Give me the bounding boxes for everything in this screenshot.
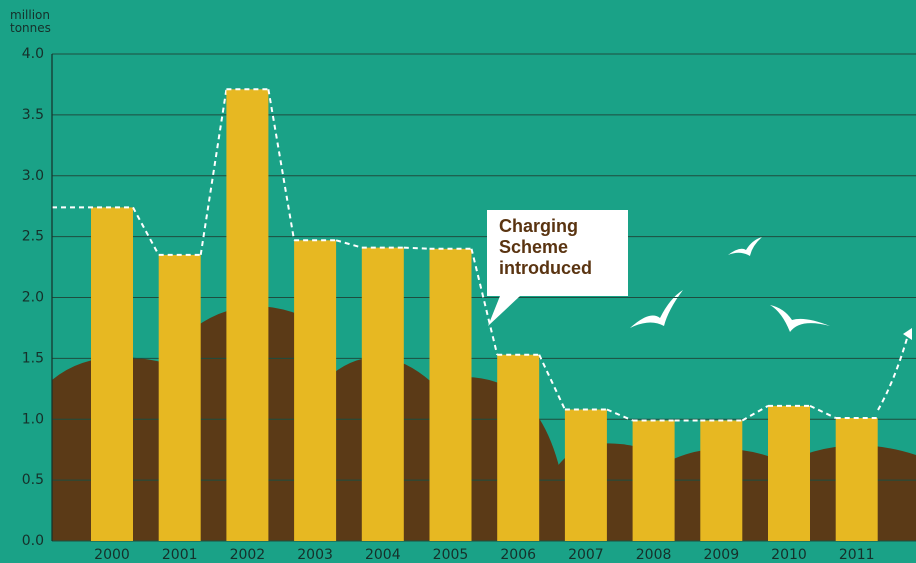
x-tick-label: 2002: [230, 547, 266, 563]
trend-connector: [538, 354, 566, 410]
trend-connector: [470, 248, 499, 355]
bar: [768, 405, 810, 541]
trend-arrow: [877, 334, 909, 411]
trend-connector: [606, 408, 633, 422]
x-tick-label: 2006: [500, 547, 536, 563]
annotation-pointer: [488, 296, 520, 326]
x-tick-label: 2005: [433, 547, 469, 563]
bar: [226, 89, 269, 542]
y-tick-label: 0.5: [22, 472, 44, 488]
y-tick-label: 0.0: [22, 533, 44, 549]
bar: [361, 247, 404, 541]
x-tick-label: 2011: [839, 547, 875, 563]
x-tick-label: 2010: [771, 547, 807, 563]
trend-connector: [809, 404, 837, 419]
bar: [429, 248, 472, 542]
annotation: Charging Scheme introduced: [487, 210, 628, 296]
x-tick-label: 2001: [162, 547, 198, 563]
y-tick-label: 3.5: [22, 107, 44, 123]
trend-connector: [132, 206, 160, 256]
x-tick-label: 2008: [636, 547, 672, 563]
bar: [564, 409, 607, 541]
y-tick-label: 4.0: [22, 46, 44, 62]
trend-connector: [741, 404, 769, 422]
bar: [294, 240, 337, 541]
y-tick-label: 2.5: [22, 229, 44, 245]
arrow-head: [903, 328, 912, 340]
x-tick-label: 2009: [703, 547, 739, 563]
trend-connector: [199, 89, 228, 256]
y-tick-label: 3.0: [22, 168, 44, 184]
y-tick-label: 1.0: [22, 411, 44, 427]
y-tick-label: 1.5: [22, 350, 44, 366]
bar: [700, 420, 743, 541]
birds: [630, 237, 830, 332]
bar: [91, 207, 133, 541]
trend-connector: [403, 246, 430, 250]
x-tick-label: 2004: [365, 547, 401, 563]
trend-connector: [267, 89, 296, 241]
x-tick-label: 2000: [94, 547, 130, 563]
x-tick-label: 2007: [568, 547, 604, 563]
bar: [497, 354, 540, 541]
trend-connector: [335, 239, 363, 249]
bar: [835, 418, 878, 541]
y-tick-label: 2.0: [22, 290, 44, 306]
y-axis-label: million tonnes: [10, 8, 51, 35]
bar: [158, 254, 201, 541]
x-tick-label: 2003: [297, 547, 333, 563]
bar: [632, 420, 675, 541]
